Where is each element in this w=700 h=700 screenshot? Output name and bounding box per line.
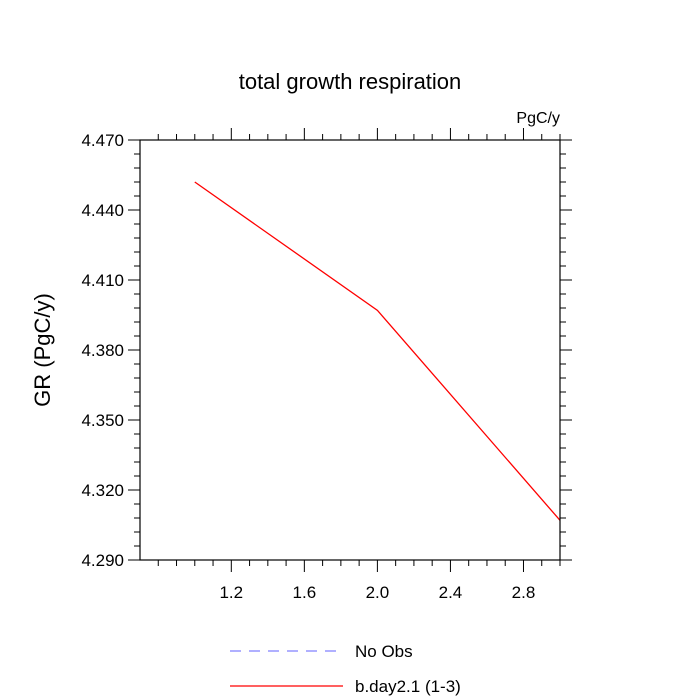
y-tick-label: 4.350	[81, 411, 124, 430]
y-tick-label: 4.380	[81, 341, 124, 360]
y-axis-label: GR (PgC/y)	[30, 293, 55, 407]
x-tick-label: 2.8	[512, 583, 536, 602]
y-tick-labels: 4.290 4.320 4.350 4.380 4.410 4.440 4.470	[81, 131, 124, 570]
legend-label: b.day2.1 (1-3)	[355, 677, 461, 696]
x-tick-label: 2.0	[366, 583, 390, 602]
legend: No Obs b.day2.1 (1-3)	[230, 642, 461, 696]
axis-ticks	[128, 128, 572, 572]
y-tick-label: 4.470	[81, 131, 124, 150]
x-tick-labels: 1.2 1.6 2.0 2.4 2.8	[219, 583, 535, 602]
y-tick-label: 4.440	[81, 201, 124, 220]
legend-label: No Obs	[355, 642, 413, 661]
plot-frame	[139, 139, 561, 561]
y-tick-label: 4.410	[81, 271, 124, 290]
series-line	[194, 181, 561, 521]
x-tick-label: 2.4	[439, 583, 463, 602]
units-label: PgC/y	[516, 110, 560, 127]
x-tick-label: 1.6	[293, 583, 317, 602]
series-layer	[194, 181, 561, 521]
x-tick-label: 1.2	[219, 583, 243, 602]
chart-title: total growth respiration	[239, 69, 462, 94]
y-tick-label: 4.320	[81, 481, 124, 500]
y-tick-label: 4.290	[81, 551, 124, 570]
